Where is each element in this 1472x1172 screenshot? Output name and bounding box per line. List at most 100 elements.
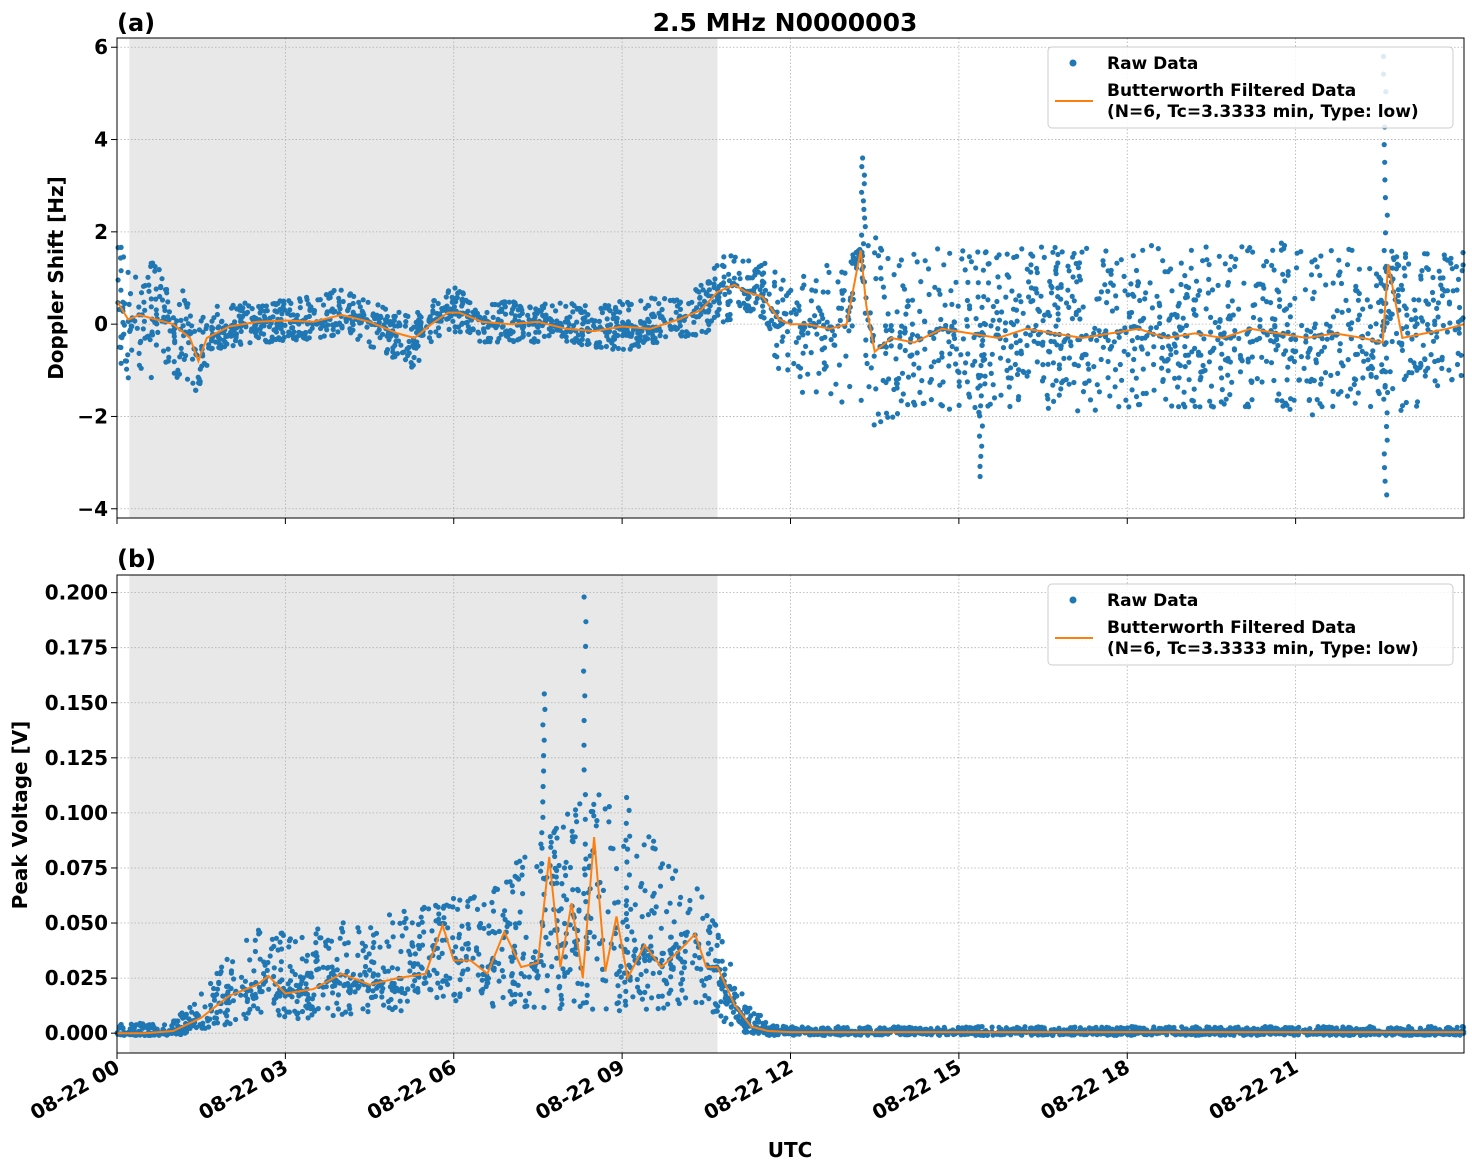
raw-point	[1045, 309, 1051, 315]
raw-point	[1206, 262, 1212, 268]
raw-point	[558, 906, 564, 912]
raw-point	[1026, 294, 1032, 300]
raw-point	[1318, 376, 1324, 382]
raw-point	[865, 243, 871, 249]
raw-point	[622, 328, 628, 334]
raw-point	[1284, 402, 1290, 408]
raw-point	[543, 934, 549, 941]
raw-point	[142, 307, 148, 313]
raw-point	[126, 301, 132, 307]
raw-point	[700, 915, 706, 921]
raw-point	[247, 1006, 253, 1013]
raw-point	[1007, 403, 1013, 410]
raw-point	[1360, 306, 1366, 312]
raw-point	[1291, 397, 1297, 403]
raw-point	[1412, 307, 1418, 313]
raw-point	[1232, 263, 1238, 270]
raw-point	[648, 943, 654, 949]
raw-point	[329, 290, 335, 296]
raw-point	[1458, 317, 1464, 323]
raw-point	[962, 267, 968, 273]
raw-point	[1140, 366, 1146, 372]
raw-point-outlier	[978, 403, 984, 409]
raw-point	[982, 381, 988, 387]
raw-point	[612, 900, 618, 906]
raw-point	[1005, 375, 1011, 381]
raw-point	[1053, 267, 1059, 273]
raw-point	[486, 923, 492, 929]
raw-point	[521, 951, 527, 957]
raw-point	[524, 1003, 530, 1009]
raw-point	[1373, 283, 1380, 289]
raw-point	[375, 972, 381, 978]
raw-point	[511, 301, 517, 307]
raw-point	[397, 998, 403, 1004]
raw-point	[613, 866, 620, 872]
raw-point	[153, 286, 159, 292]
raw-point-spike	[859, 189, 865, 195]
raw-point	[240, 313, 246, 320]
raw-point	[1050, 382, 1056, 388]
raw-point	[281, 298, 287, 304]
raw-point	[582, 309, 588, 315]
raw-point	[1263, 358, 1270, 364]
raw-point	[816, 370, 822, 376]
raw-point	[1359, 348, 1365, 354]
raw-point	[1277, 297, 1283, 303]
raw-point	[118, 344, 124, 351]
raw-point	[1169, 403, 1175, 409]
legend-marker-raw	[1069, 59, 1077, 67]
raw-point	[522, 854, 528, 860]
raw-point	[638, 298, 644, 304]
raw-point	[1004, 251, 1010, 257]
raw-point	[1110, 282, 1116, 288]
raw-point	[1434, 305, 1440, 311]
raw-point	[647, 329, 653, 335]
raw-point	[836, 362, 843, 368]
raw-point	[1080, 389, 1087, 395]
raw-point	[772, 269, 778, 275]
raw-point	[1182, 344, 1188, 350]
raw-point	[1439, 365, 1445, 371]
raw-point	[1375, 388, 1381, 394]
raw-point	[1436, 268, 1442, 274]
raw-point	[858, 397, 864, 403]
raw-point	[1191, 307, 1197, 313]
raw-point	[561, 865, 568, 871]
raw-point	[1182, 273, 1188, 279]
raw-point	[1409, 336, 1415, 342]
raw-point	[1274, 397, 1280, 403]
raw-point	[1058, 343, 1064, 349]
raw-point	[1028, 269, 1034, 275]
raw-point	[402, 323, 408, 329]
raw-point	[1121, 273, 1127, 279]
raw-point	[716, 300, 723, 306]
raw-point	[615, 345, 622, 352]
raw-point	[617, 993, 623, 999]
raw-point	[1208, 314, 1214, 320]
raw-point	[343, 318, 349, 324]
raw-point	[409, 940, 415, 946]
raw-point	[766, 291, 772, 297]
raw-point	[1085, 361, 1091, 367]
raw-point	[1276, 391, 1282, 397]
raw-point	[230, 959, 236, 965]
raw-point	[1384, 320, 1390, 326]
raw-point	[1159, 365, 1165, 371]
raw-point	[986, 261, 992, 267]
raw-point	[673, 326, 680, 332]
raw-point	[275, 1007, 281, 1014]
y-tick-label: −4	[77, 497, 108, 521]
raw-point	[1418, 273, 1424, 279]
raw-point	[775, 299, 781, 305]
raw-point	[1264, 332, 1270, 338]
raw-point	[335, 992, 341, 998]
raw-point	[1284, 377, 1290, 383]
raw-point	[1066, 381, 1072, 387]
raw-point	[1111, 339, 1117, 345]
raw-point	[526, 331, 532, 337]
raw-point	[153, 311, 160, 317]
raw-point	[242, 978, 248, 984]
raw-point	[477, 338, 483, 344]
raw-point	[251, 968, 257, 974]
